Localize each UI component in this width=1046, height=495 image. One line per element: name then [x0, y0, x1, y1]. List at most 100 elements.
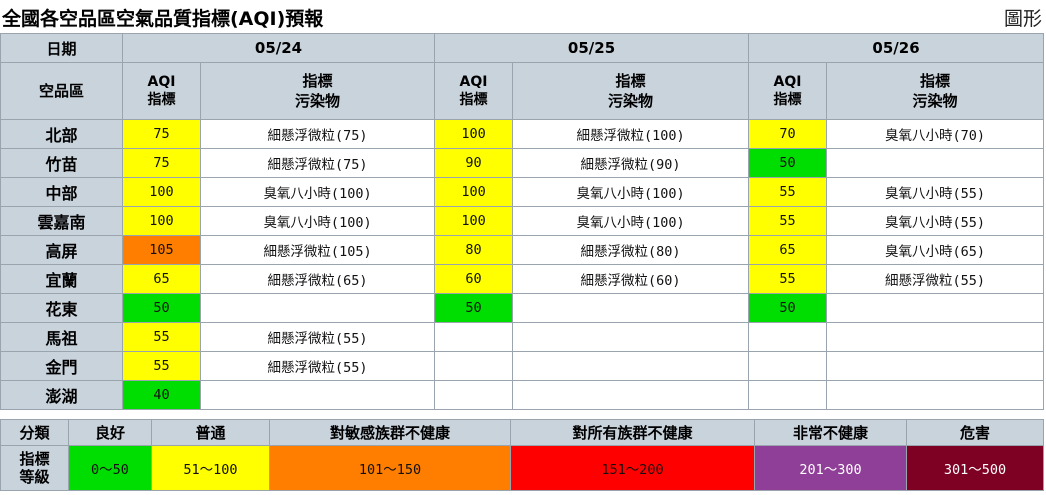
legend-level-name: 對所有族群不健康: [510, 419, 755, 446]
aqi-value-cell: 100: [122, 177, 201, 207]
legend-level-name: 危害: [906, 419, 1044, 446]
region-name: 雲嘉南: [0, 206, 123, 236]
region-label: 空品區: [0, 62, 123, 120]
legend-range-very-unhealthy: 201～300: [754, 445, 907, 491]
pollutant-header: 指標 污染物: [199, 62, 436, 120]
aqi-header: AQI 指標: [434, 62, 514, 120]
table-row: 中部 100 臭氧八小時(100) 100 臭氧八小時(100) 55 臭氧八小時(55): [0, 177, 1045, 207]
page-title: 全國各空品區空氣品質指標(AQI)預報: [2, 8, 324, 30]
aqi-value-cell: 75: [122, 148, 201, 178]
pollutant-cell: [826, 293, 1045, 323]
aqi-value-cell: 50: [748, 148, 828, 178]
aqi-header-line1: AQI: [147, 74, 176, 90]
pollutant-cell: 臭氧八小時(100): [199, 177, 436, 207]
pollutant-cell: [512, 293, 750, 323]
pollutant-cell: 細懸浮微粒(75): [199, 119, 436, 149]
pollutant-cell: 細懸浮微粒(55): [199, 351, 436, 381]
table-row: 馬祖 55 細懸浮微粒(55): [0, 322, 1045, 352]
aqi-value-cell: 50: [434, 293, 514, 323]
aqi-value-cell: 100: [122, 206, 201, 236]
date-day-3: 05/26: [748, 33, 1045, 63]
aqi-header-line2: 指標: [459, 92, 488, 108]
aqi-value-cell: 50: [122, 293, 201, 323]
legend-index-label-line2: 等級: [19, 468, 50, 486]
legend-level-name: 普通: [151, 419, 270, 446]
table-row: 竹苗 75 細懸浮微粒(75) 90 細懸浮微粒(90) 50: [0, 148, 1045, 178]
aqi-value-cell: 65: [748, 235, 828, 265]
pollutant-cell: 臭氧八小時(100): [512, 206, 750, 236]
aqi-value-cell: [748, 351, 828, 381]
pollutant-cell: [199, 293, 436, 323]
region-name: 竹苗: [0, 148, 123, 178]
pollutant-cell: [826, 351, 1045, 381]
table-row: 雲嘉南 100 臭氧八小時(100) 100 臭氧八小時(100) 55 臭氧八小時(55): [0, 206, 1045, 236]
aqi-value-cell: 55: [748, 206, 828, 236]
aqi-header-line1: AQI: [459, 74, 488, 90]
table-row: 金門 55 細懸浮微粒(55): [0, 351, 1045, 381]
table-row: 澎湖 40: [0, 380, 1045, 410]
aqi-value-cell: 70: [748, 119, 828, 149]
pollutant-cell: [199, 380, 436, 410]
aqi-value-cell: 55: [122, 351, 201, 381]
aqi-value-cell: 90: [434, 148, 514, 178]
pollutant-header-line1: 指標: [920, 72, 951, 90]
table-row: 北部 75 細懸浮微粒(75) 100 細懸浮微粒(100) 70 臭氧八小時(70): [0, 119, 1045, 149]
aqi-value-cell: 50: [748, 293, 828, 323]
pollutant-cell: [512, 380, 750, 410]
legend-level-name: 良好: [68, 419, 152, 446]
aqi-value-cell: 105: [122, 235, 201, 265]
aqi-legend-table: 分類 良好 普通 對敏感族群不健康 對所有族群不健康 非常不健康 危害 指標 等級…: [0, 419, 1044, 491]
aqi-value-cell: 80: [434, 235, 514, 265]
legend-range-unhealthy: 151～200: [510, 445, 755, 491]
aqi-value-cell: [434, 351, 514, 381]
region-name: 澎湖: [0, 380, 123, 410]
table-row: 高屏 105 細懸浮微粒(105) 80 細懸浮微粒(80) 65 臭氧八小時(65): [0, 235, 1045, 265]
pollutant-header-line1: 指標: [302, 72, 333, 90]
aqi-value-cell: 100: [434, 206, 514, 236]
date-label: 日期: [0, 33, 123, 63]
pollutant-header-line2: 污染物: [608, 92, 654, 110]
pollutant-cell: 臭氧八小時(65): [826, 235, 1045, 265]
region-name: 高屏: [0, 235, 123, 265]
pollutant-cell: [512, 351, 750, 381]
pollutant-header-line2: 污染物: [295, 92, 341, 110]
table-row: 宜蘭 65 細懸浮微粒(65) 60 細懸浮微粒(60) 55 細懸浮微粒(55): [0, 264, 1045, 294]
legend-name-row: 分類 良好 普通 對敏感族群不健康 對所有族群不健康 非常不健康 危害: [0, 419, 1044, 446]
pollutant-cell: [826, 322, 1045, 352]
pollutant-header: 指標 污染物: [826, 62, 1045, 120]
aqi-header: AQI 指標: [122, 62, 201, 120]
chart-view-link[interactable]: 圖形: [1003, 8, 1042, 30]
aqi-value-cell: 65: [122, 264, 201, 294]
pollutant-cell: 細懸浮微粒(100): [512, 119, 750, 149]
region-name: 花東: [0, 293, 123, 323]
aqi-header-line2: 指標: [773, 92, 802, 108]
aqi-value-cell: [434, 322, 514, 352]
pollutant-cell: 細懸浮微粒(60): [512, 264, 750, 294]
aqi-value-cell: 60: [434, 264, 514, 294]
legend-range-row: 指標 等級 0～50 51～100 101～150 151～200 201～300…: [0, 445, 1044, 491]
legend-index-label: 指標 等級: [0, 445, 69, 491]
pollutant-cell: 細懸浮微粒(55): [199, 322, 436, 352]
date-day-2: 05/25: [434, 33, 750, 63]
date-day-1: 05/24: [121, 33, 436, 63]
pollutant-cell: [512, 322, 750, 352]
legend-range-moderate: 51～100: [151, 445, 270, 491]
aqi-value-cell: 40: [122, 380, 201, 410]
legend-range-good: 0～50: [68, 445, 152, 491]
aqi-header: AQI 指標: [748, 62, 828, 120]
legend-range-usg: 101～150: [269, 445, 511, 491]
pollutant-cell: 臭氧八小時(55): [826, 206, 1045, 236]
legend-level-name: 非常不健康: [754, 419, 907, 446]
pollutant-cell: 臭氧八小時(100): [512, 177, 750, 207]
aqi-value-cell: [434, 380, 514, 410]
region-name: 宜蘭: [0, 264, 123, 294]
pollutant-header-line1: 指標: [615, 72, 646, 90]
pollutant-cell: [826, 148, 1045, 178]
pollutant-cell: 細懸浮微粒(75): [199, 148, 436, 178]
pollutant-cell: 細懸浮微粒(80): [512, 235, 750, 265]
pollutant-header-line2: 污染物: [912, 92, 958, 110]
pollutant-cell: 臭氧八小時(70): [826, 119, 1045, 149]
date-header-row: 日期 05/24 05/25 05/26: [0, 33, 1045, 63]
region-name: 中部: [0, 177, 123, 207]
pollutant-cell: 細懸浮微粒(65): [199, 264, 436, 294]
